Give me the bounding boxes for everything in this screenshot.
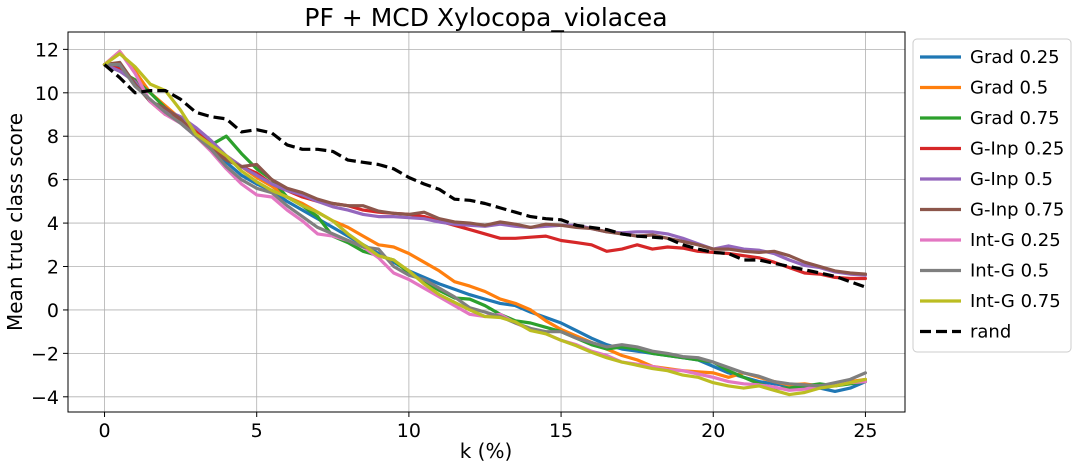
x-tick-label: 5 bbox=[251, 420, 263, 442]
y-tick-label: 12 bbox=[35, 39, 59, 61]
legend-label: Int-G 0.75 bbox=[970, 291, 1061, 312]
y-tick-label: −2 bbox=[31, 343, 59, 365]
y-tick-label: −4 bbox=[31, 387, 59, 409]
x-tick-label: 25 bbox=[853, 420, 877, 442]
grid-lines bbox=[68, 32, 905, 412]
y-tick-label: 8 bbox=[47, 126, 59, 148]
y-axis-label: Mean true class score bbox=[3, 113, 27, 331]
legend-label: Int-G 0.25 bbox=[970, 230, 1061, 251]
y-tick-label: 10 bbox=[35, 83, 59, 105]
series-line-int-g-0-5 bbox=[102, 62, 868, 388]
legend-label: G-Inp 0.75 bbox=[970, 200, 1064, 221]
x-axis-ticks: 0 5 10 15 20 25 bbox=[98, 412, 878, 442]
series-line-grad-0-75 bbox=[102, 62, 868, 390]
legend-label: Grad 0.75 bbox=[970, 108, 1060, 129]
legend-label: Grad 0.5 bbox=[970, 78, 1048, 99]
x-tick-label: 0 bbox=[98, 420, 110, 442]
plot-frame bbox=[67, 31, 906, 413]
legend-label: G-Inp 0.5 bbox=[970, 169, 1053, 190]
legend: Grad 0.25 Grad 0.5 Grad 0.75 G-Inp 0.25 G-In… bbox=[912, 38, 1072, 353]
series-line-rand bbox=[103, 63, 866, 289]
legend-label: Grad 0.25 bbox=[970, 47, 1060, 68]
y-axis-ticks: −4 −2 0 2 4 6 8 10 12 bbox=[31, 39, 68, 409]
x-axis-label: k (%) bbox=[460, 439, 513, 463]
x-tick-label: 15 bbox=[549, 420, 573, 442]
legend-label: Int-G 0.5 bbox=[970, 261, 1049, 282]
chart-title: PF + MCD Xylocopa_violacea bbox=[304, 3, 667, 32]
series-line-int-g-0-75 bbox=[102, 52, 868, 397]
legend-label: G-Inp 0.25 bbox=[970, 139, 1064, 160]
y-tick-label: 4 bbox=[47, 213, 59, 235]
x-tick-label: 10 bbox=[397, 420, 421, 442]
legend-label: rand bbox=[970, 322, 1011, 343]
y-tick-label: 0 bbox=[47, 300, 59, 322]
y-tick-label: 2 bbox=[47, 257, 59, 279]
series-layer bbox=[102, 49, 868, 397]
y-tick-label: 6 bbox=[47, 170, 59, 192]
x-tick-label: 20 bbox=[701, 420, 725, 442]
